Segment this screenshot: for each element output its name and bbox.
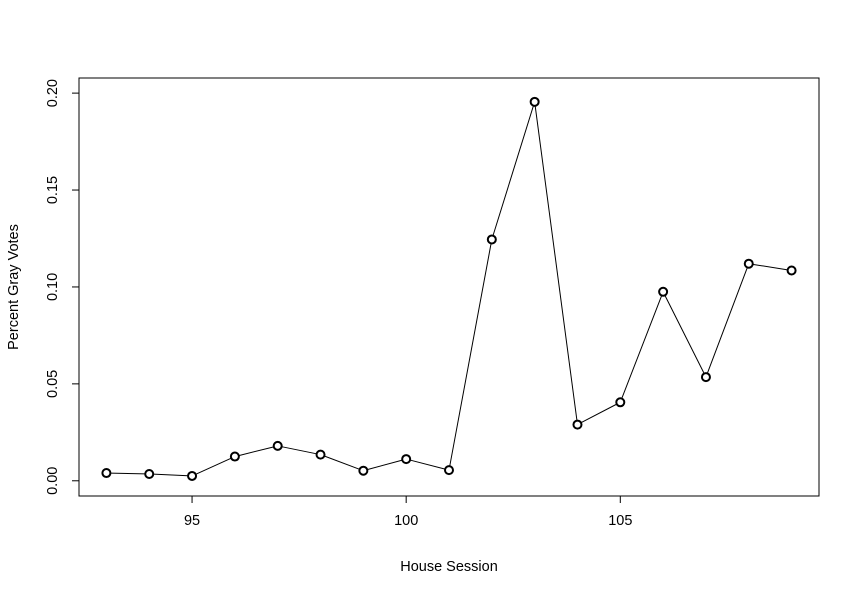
x-axis: 95 100 105 <box>184 495 632 529</box>
series-line <box>110 105 788 477</box>
data-point <box>358 465 369 476</box>
data-point <box>743 258 754 269</box>
data-point <box>229 451 240 462</box>
data-point <box>444 465 454 476</box>
data-point <box>786 265 797 276</box>
data-point <box>658 286 669 297</box>
y-tick-label: 0.10 <box>45 273 61 301</box>
y-tick-label: 0.05 <box>45 370 61 398</box>
y-tick-label: 0.20 <box>45 79 61 107</box>
y-tick-label: 0.15 <box>45 176 61 204</box>
data-point <box>187 470 198 481</box>
data-point <box>529 96 540 107</box>
data-point <box>486 234 497 245</box>
y-tick-label: 0.00 <box>45 467 61 495</box>
plot-frame <box>78 77 820 497</box>
data-point <box>144 469 155 479</box>
x-tick-label: 95 <box>184 513 200 529</box>
x-tick-label: 105 <box>608 513 632 529</box>
data-point <box>615 397 626 408</box>
data-point <box>401 454 412 465</box>
data-point <box>700 372 711 383</box>
data-point <box>101 468 112 479</box>
y-axis-title: Percent Gray Votes <box>6 224 22 350</box>
data-points <box>101 96 797 481</box>
data-point <box>272 440 283 451</box>
x-axis-title: House Session <box>400 559 498 575</box>
data-point <box>315 449 326 460</box>
x-tick-label: 100 <box>394 513 418 529</box>
data-point <box>572 419 583 430</box>
y-axis: 0.00 0.05 0.10 0.15 0.20 <box>45 79 80 495</box>
